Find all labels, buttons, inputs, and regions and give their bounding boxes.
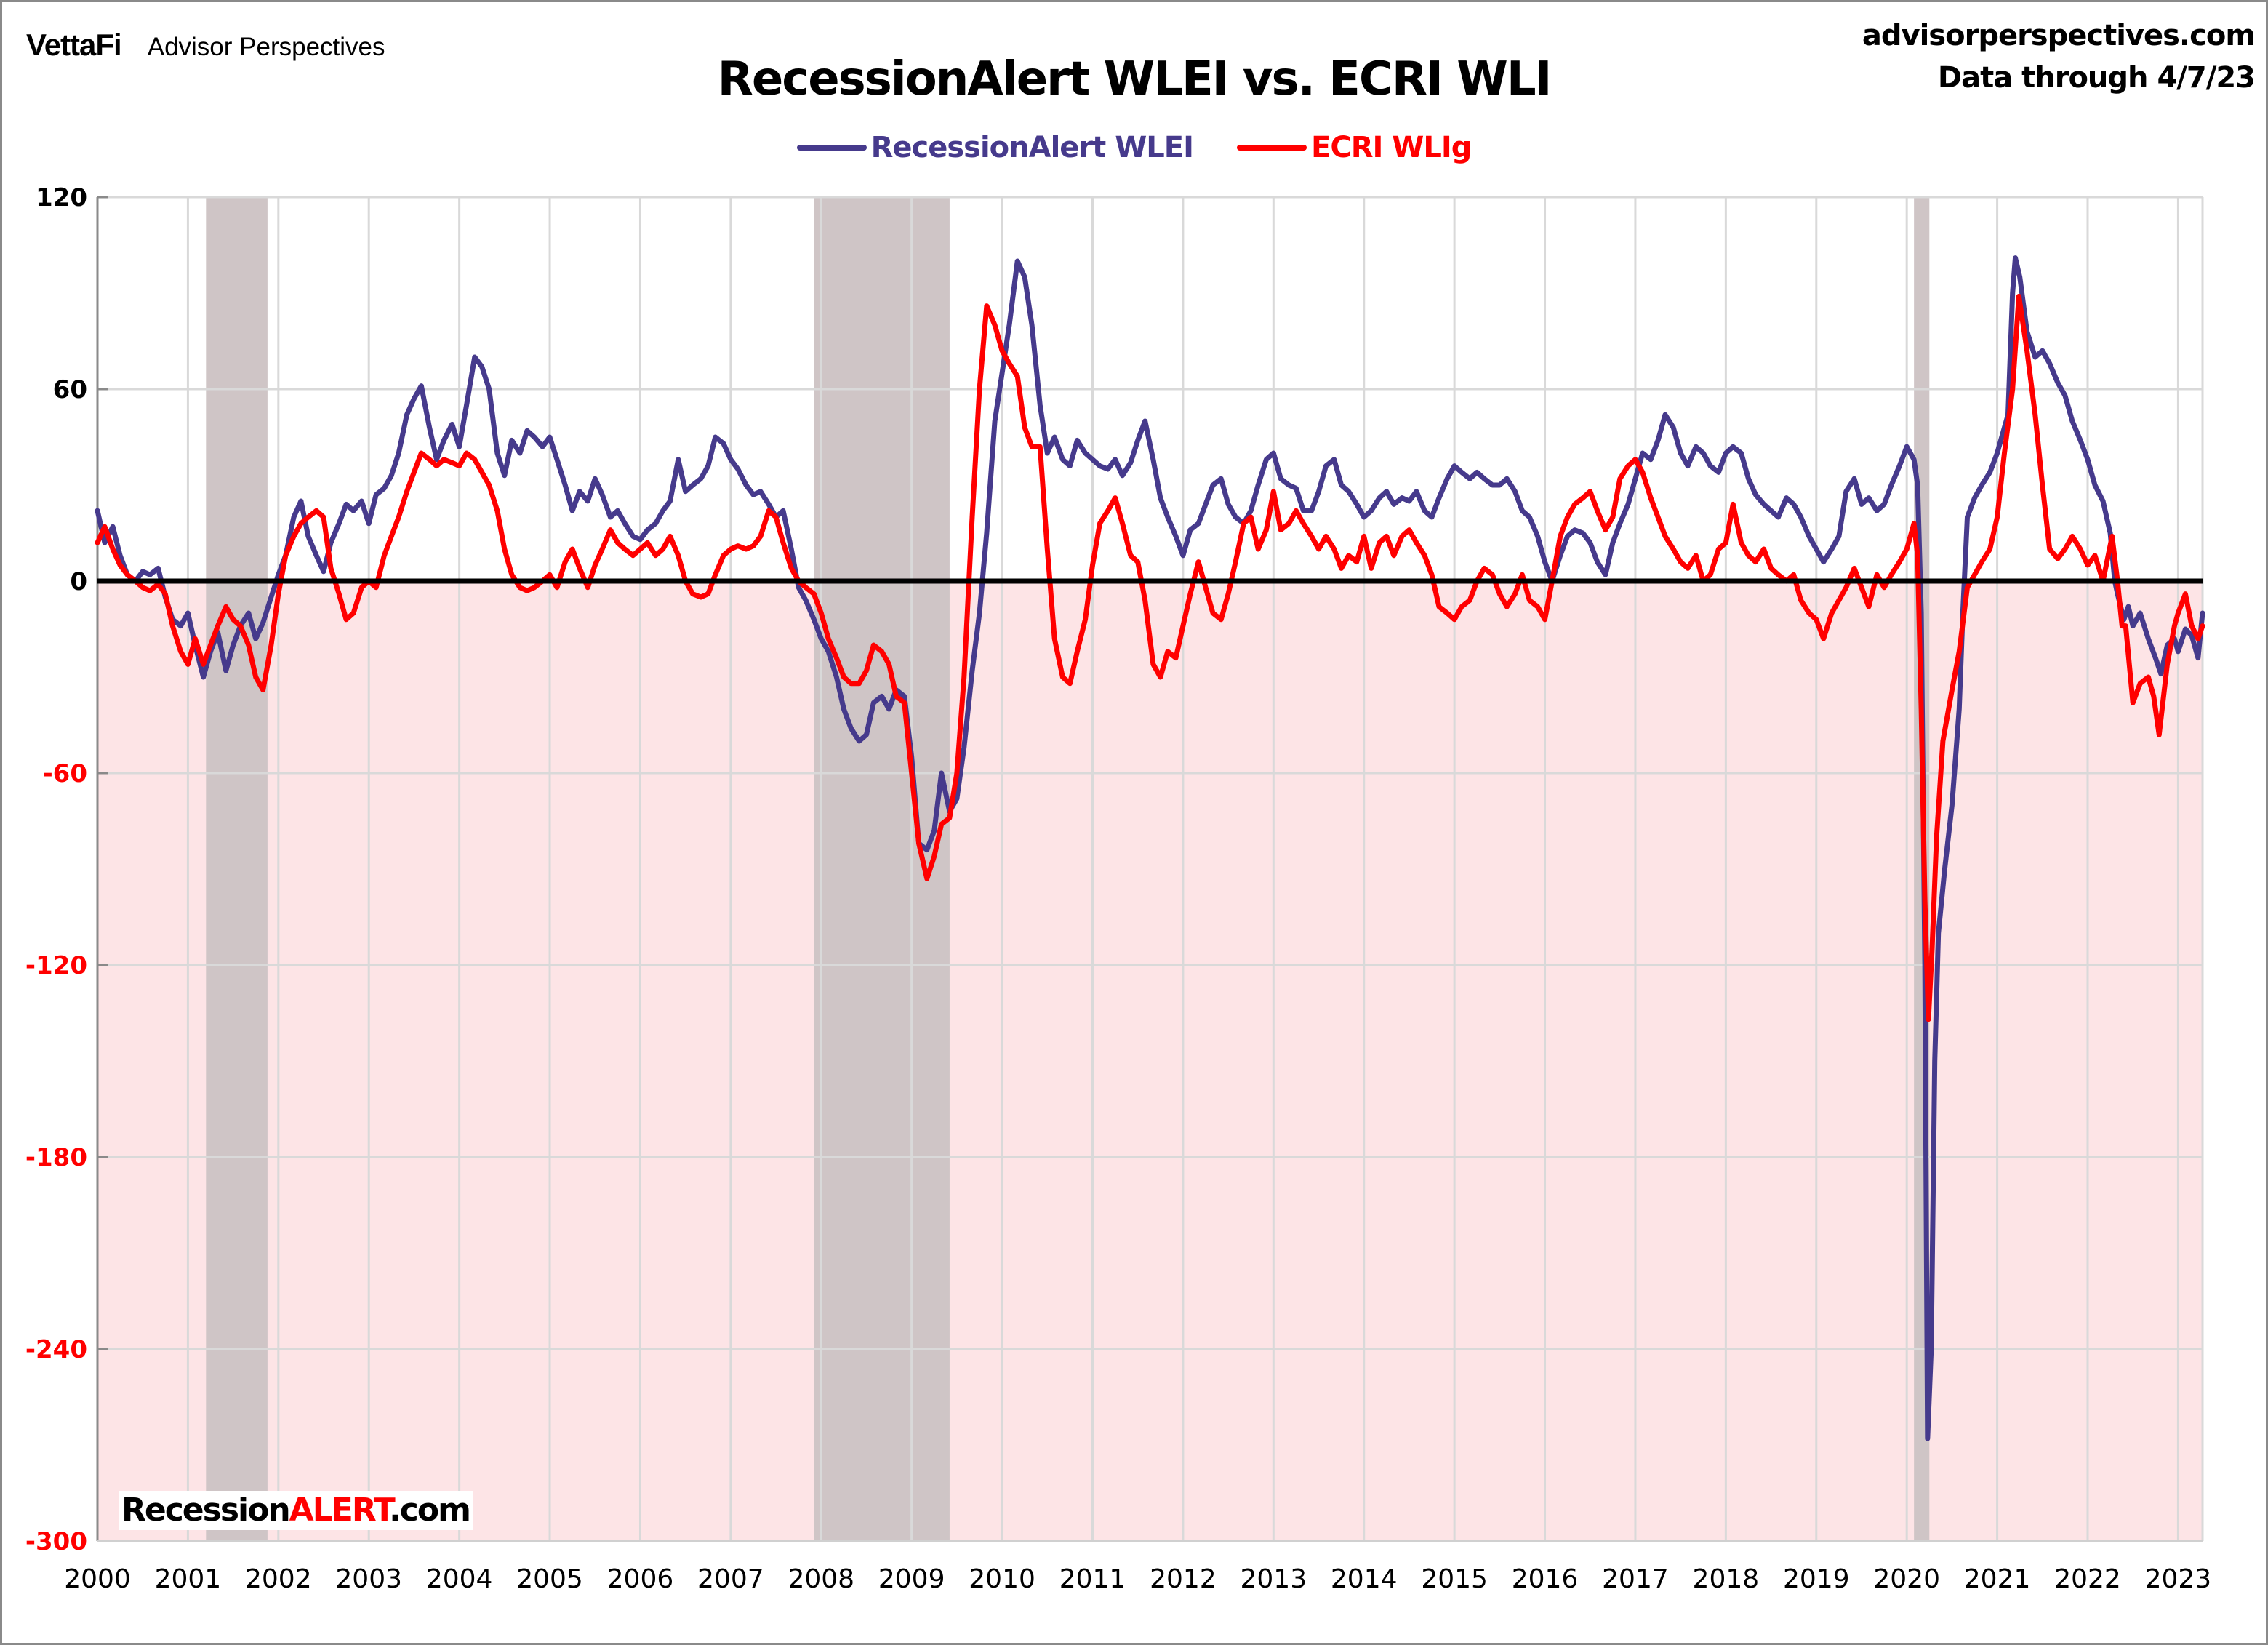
legend-label-wlei: RecessionAlert WLEI <box>870 131 1194 164</box>
vettafi-logo: VettaFi <box>26 28 122 62</box>
x-tick-label: 2005 <box>516 1564 583 1594</box>
y-tick-label: 0 <box>70 567 87 596</box>
y-tick-label: 60 <box>53 375 87 404</box>
y-tick-label: -180 <box>25 1143 87 1172</box>
legend-item-wlei: RecessionAlert WLEI <box>796 131 1194 164</box>
watermark-recession: Recession <box>121 1492 291 1529</box>
legend-item-ecri: ECRI WLIg <box>1237 131 1472 164</box>
x-tick-label: 2022 <box>2054 1564 2121 1594</box>
x-tick-label: 2004 <box>426 1564 493 1594</box>
x-tick-label: 2019 <box>1783 1564 1850 1594</box>
y-tick-label: -60 <box>43 759 87 788</box>
watermark-com: .com <box>389 1492 471 1529</box>
site-url: advisorperspectives.com <box>1862 19 2256 52</box>
negative-zone-layer <box>97 581 2203 1541</box>
x-tick-label: 2003 <box>335 1564 402 1594</box>
x-tick-label: 2012 <box>1150 1564 1217 1594</box>
x-tick-label: 2008 <box>788 1564 854 1594</box>
legend-label-ecri: ECRI WLIg <box>1311 131 1472 164</box>
x-tick-label: 2001 <box>155 1564 222 1594</box>
recession-band <box>206 197 268 1541</box>
x-tick-label: 2023 <box>2145 1564 2212 1594</box>
x-tick-label: 2000 <box>64 1564 131 1594</box>
watermark-alert: ALERT <box>289 1492 390 1529</box>
x-tick-label: 2002 <box>245 1564 312 1594</box>
series-line-ecri <box>95 293 2205 1022</box>
y-tick-labels: 120 60 0 -60 -120 -180 -240 -300 <box>25 183 87 1556</box>
legend-swatch-wlei <box>796 145 867 151</box>
y-tick-label: -240 <box>25 1335 87 1364</box>
legend-swatch-ecri <box>1237 145 1307 151</box>
chart-legend: RecessionAlert WLEI ECRI WLIg <box>0 131 2268 164</box>
x-tick-label: 2015 <box>1421 1564 1488 1594</box>
brand-header: VettaFi Advisor Perspectives <box>26 28 385 63</box>
x-tick-label: 2017 <box>1602 1564 1669 1594</box>
recessionalert-watermark: RecessionALERT.com <box>119 1491 473 1530</box>
x-tick-label: 2011 <box>1059 1564 1126 1594</box>
gridlines-layer <box>97 196 2204 1542</box>
x-tick-label: 2009 <box>878 1564 945 1594</box>
source-info: advisorperspectives.com Data through 4/7… <box>1862 15 2256 99</box>
y-tick-label: -120 <box>25 951 87 980</box>
advisor-perspectives-label: Advisor Perspectives <box>147 33 385 61</box>
series-layer <box>95 255 2205 1441</box>
x-tick-label: 2007 <box>697 1564 764 1594</box>
y-tick-label: 120 <box>36 183 87 212</box>
x-tick-label: 2018 <box>1693 1564 1760 1594</box>
y-tick-label: -300 <box>25 1527 87 1556</box>
x-tick-label: 2006 <box>607 1564 674 1594</box>
data-through-date: Data through 4/7/23 <box>1937 61 2256 95</box>
chart-title: RecessionAlert WLEI vs. ECRI WLI <box>717 52 1552 106</box>
x-tick-label: 2010 <box>969 1564 1035 1594</box>
x-tick-labels: 2000 2001 2002 2003 2004 2005 2006 2007 2008 2009… <box>64 1564 2211 1594</box>
x-tick-label: 2016 <box>1512 1564 1579 1594</box>
negative-zone <box>97 581 2203 1541</box>
x-tick-label: 2013 <box>1241 1564 1307 1594</box>
x-tick-label: 2020 <box>1873 1564 1940 1594</box>
series-line-wlei <box>95 255 2205 1441</box>
x-tick-label: 2021 <box>1964 1564 2031 1594</box>
x-tick-label: 2014 <box>1331 1564 1398 1594</box>
